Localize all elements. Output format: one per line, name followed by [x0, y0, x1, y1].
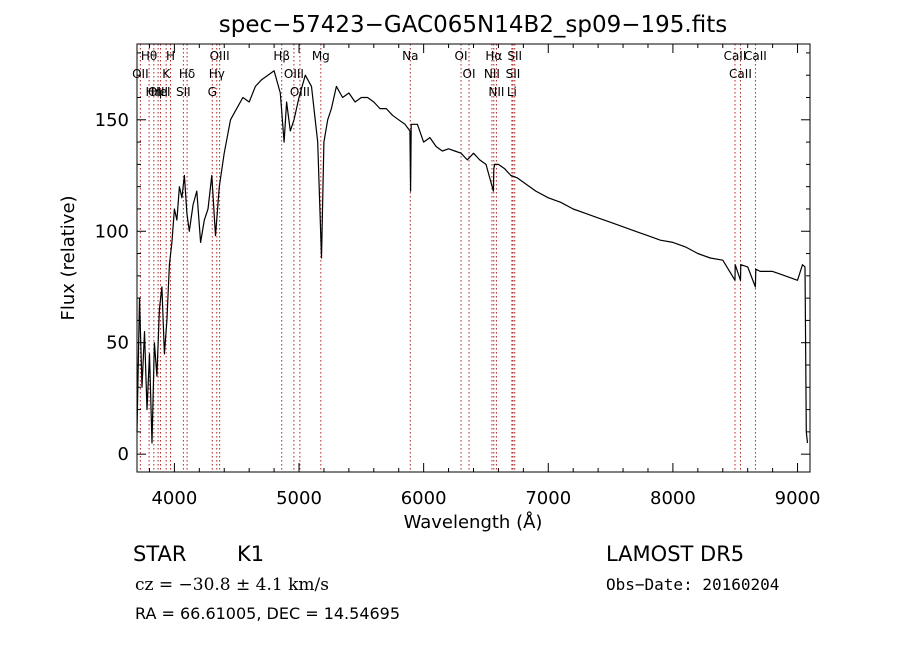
x-tick-label: 9000 [775, 488, 821, 509]
line-marker-label: OII [132, 67, 149, 81]
line-marker-label: Li [507, 85, 517, 99]
line-marker-label: CaII [729, 67, 752, 81]
x-tick-label: 4000 [151, 488, 197, 509]
line-marker-label: Hθ [141, 49, 157, 63]
line-marker-label: Hγ [209, 67, 225, 81]
coordinates: RA = 66.61005, DEC = 14.54695 [135, 604, 400, 623]
line-marker-label: Mg [312, 49, 330, 63]
line-marker-label: NII [484, 67, 500, 81]
line-markers [139, 44, 756, 472]
y-axis-ticks: 0 50 100 150 [95, 52, 810, 465]
line-marker-label: CaII [744, 49, 767, 63]
line-marker-label: Hη [146, 85, 163, 99]
line-marker-label: Na [402, 49, 418, 63]
x-tick-label: 8000 [650, 488, 696, 509]
line-marker-label: OI [455, 49, 468, 63]
spectrum-series [136, 70, 809, 444]
line-marker-label: SII [176, 85, 191, 99]
y-axis-label: Flux (relative) [58, 195, 79, 320]
line-marker-label: OI [463, 67, 476, 81]
survey-name: LAMOST DR5 [606, 542, 744, 566]
x-tick-label: 7000 [525, 488, 571, 509]
line-marker-label: Hα [485, 49, 502, 63]
obs-date: Obs−Date: 20160204 [606, 575, 779, 594]
line-marker-label: CaII [724, 49, 747, 63]
line-marker-label: OIII [148, 85, 168, 99]
object-subclass: K1 [237, 542, 264, 566]
x-axis-label: Wavelength (Å) [404, 511, 543, 533]
line-marker-label: SII [507, 49, 522, 63]
y-tick-label: 0 [118, 444, 129, 465]
line-marker-label: H [166, 49, 175, 63]
y-tick-label: 150 [95, 110, 129, 131]
line-marker-label: K [162, 67, 171, 81]
chart-title: spec−57423−GAC065N14B2_sp09−195.fits [219, 12, 727, 38]
series-group [136, 70, 809, 444]
line-marker-label: OIII [290, 85, 310, 99]
x-tick-label: 5000 [276, 488, 322, 509]
line-marker-label: NII [488, 85, 504, 99]
y-tick-label: 100 [95, 221, 129, 242]
redshift-text: cz = −30.8 ± 4.1 km/s [135, 575, 329, 595]
line-marker-label: SII [506, 67, 521, 81]
line-marker-label: Hβ [273, 49, 290, 63]
line-marker-label: G [208, 85, 217, 99]
line-marker-label: HeI [151, 85, 171, 99]
line-marker-label: Hδ [179, 67, 195, 81]
line-marker-label: OIII [210, 49, 230, 63]
line-marker-label: OIII [284, 67, 304, 81]
x-axis-ticks: 4000 5000 6000 7000 8000 9000 [148, 44, 821, 509]
object-class: STAR [133, 542, 186, 566]
x-tick-label: 6000 [401, 488, 447, 509]
y-tick-label: 50 [106, 333, 129, 354]
